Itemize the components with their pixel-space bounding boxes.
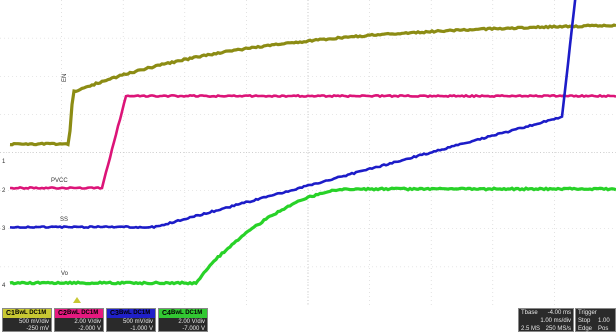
trigger-slope: Pos [598, 326, 608, 333]
channel-4-coupling: BwL DC1M [171, 309, 202, 318]
trigger-type: Edge [578, 326, 592, 333]
status-bar: C1 BwL DC1M 500 mV/div -250 mV C2 BwL DC… [0, 306, 616, 335]
vo-trace-label: Vo [61, 271, 69, 277]
channel-3-scale: 500 mV/div [123, 319, 153, 326]
channel-3-coupling: BwL DC1M [119, 309, 150, 318]
channel-1-offset: -250 mV [26, 326, 49, 333]
channel-4-offset: -7.000 V [182, 326, 205, 333]
timebase-samples: 2.5 MS [521, 326, 540, 333]
channel-1-header: C1 BwL DC1M [3, 309, 51, 318]
channel-1-info[interactable]: C1 BwL DC1M 500 mV/div -250 mV [2, 308, 52, 332]
channel-2-coupling: BwL DC1M [67, 309, 98, 318]
waveform-grid: 1 2 3 4 EN PVCC SS Vo [0, 0, 616, 305]
pvcc-trace-label: PVCC [51, 178, 68, 184]
channel-4-info[interactable]: C4 BwL DC1M 2.00 V/div -7.000 V [158, 308, 208, 332]
channel-3-info[interactable]: C3 BwL DC1M 500 mV/div -1.000 V [106, 308, 156, 332]
ss-trace-label: SS [60, 217, 68, 223]
timebase-rate: 250 MS/s [546, 326, 571, 333]
trigger-mode: Stop [578, 318, 590, 325]
timebase-label: Tbase [521, 310, 538, 317]
timebase-delay: -4.00 ms [548, 310, 571, 317]
oscilloscope-display: 1 2 3 4 EN PVCC SS Vo [0, 0, 616, 305]
channel-1-scale: 500 mV/div [19, 319, 49, 326]
timebase-per-div: 1.00 ms/div [540, 318, 571, 325]
channel-1-coupling: BwL DC1M [15, 309, 46, 318]
trigger-level: 1.00 [598, 318, 610, 325]
trigger-label: Trigger [578, 310, 597, 317]
timebase-info[interactable]: Tbase -4.00 ms 1.00 ms/div 2.5 MS 250 MS… [518, 308, 574, 332]
channel-2-info[interactable]: C2 BwL DC1M 2.00 V/div -2.000 V [54, 308, 104, 332]
trigger-info[interactable]: Trigger Stop 1.00 Edge Pos [575, 308, 616, 332]
channel-4-header: C4 BwL DC1M [159, 309, 207, 318]
channel-4-scale: 2.00 V/div [178, 319, 205, 326]
channel-2-scale: 2.00 V/div [74, 319, 101, 326]
channel-2-header: C2 BwL DC1M [55, 309, 103, 318]
channel-2-offset: -2.000 V [78, 326, 101, 333]
channel-3-header: C3 BwL DC1M [107, 309, 155, 318]
channel-3-offset: -1.000 V [130, 326, 153, 333]
ch1-trace-label: EN [62, 74, 68, 82]
